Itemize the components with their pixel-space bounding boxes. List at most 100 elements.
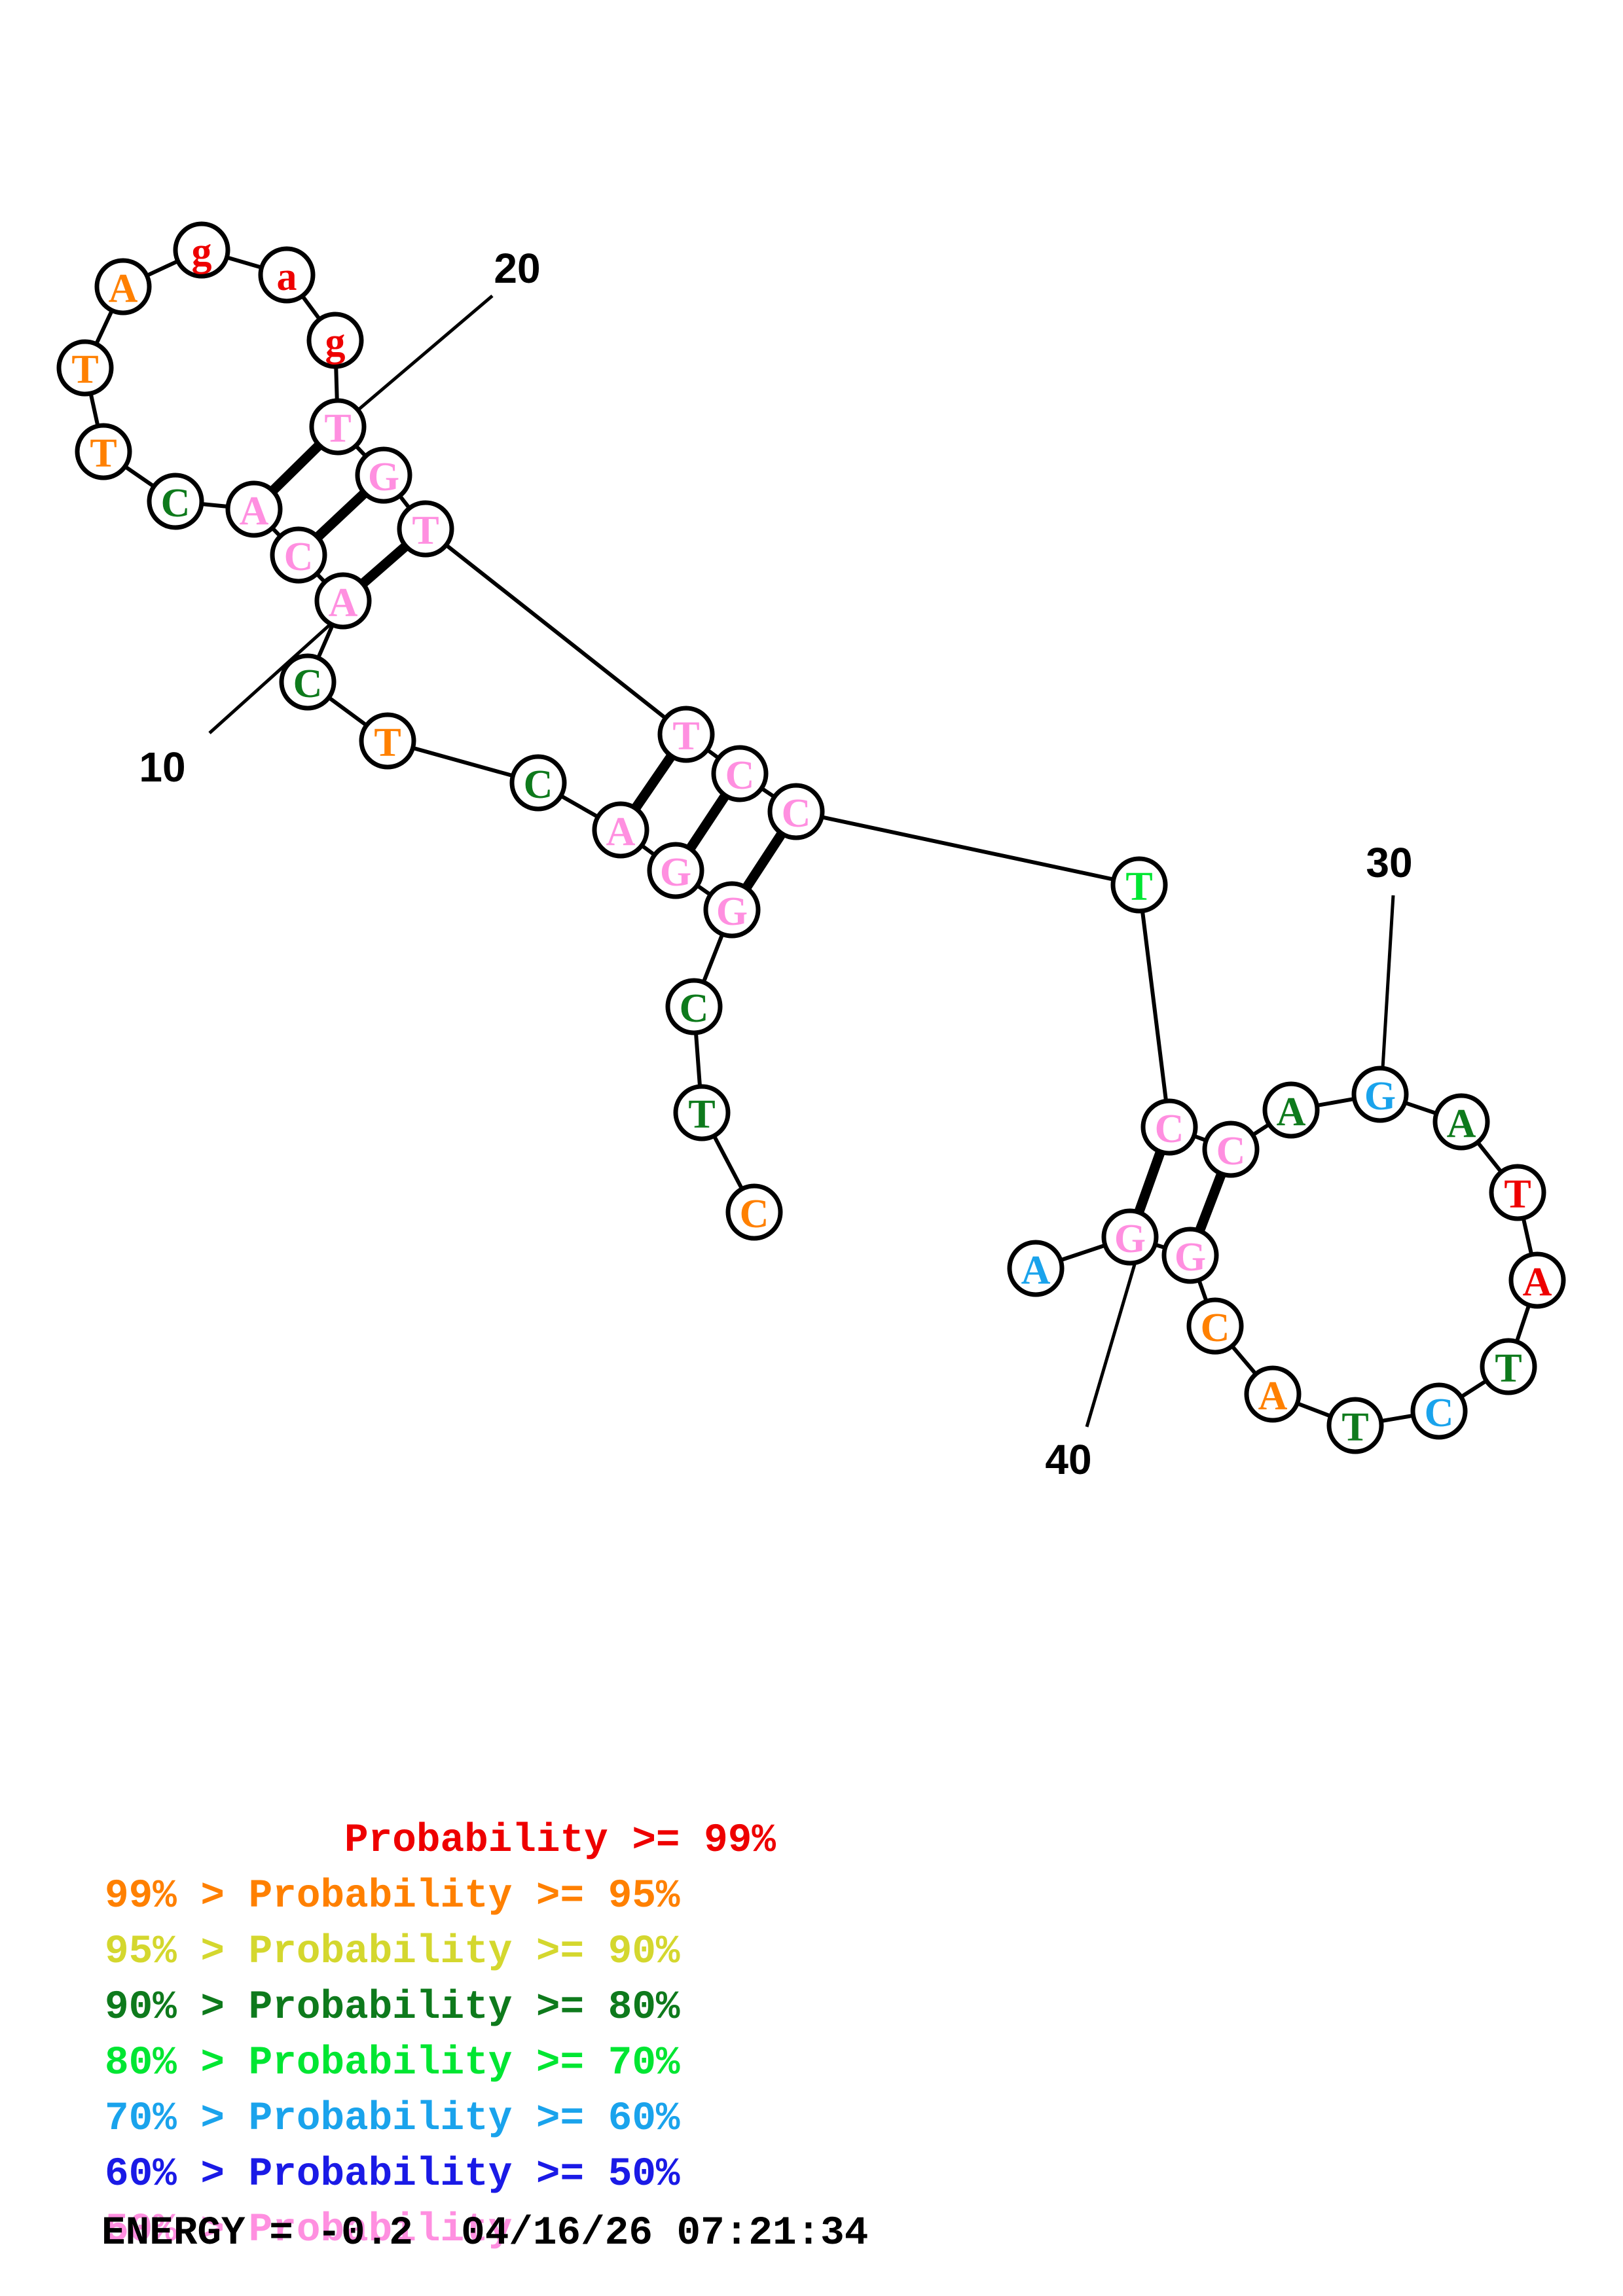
nucleotide-node[interactable]: G (1351, 1066, 1409, 1123)
position-leader-line (208, 614, 342, 734)
nucleotide-node[interactable]: A (1432, 1093, 1490, 1151)
nucleotide-letter: A (240, 489, 269, 533)
legend-row: 95% > Probability >= 90% (105, 1929, 680, 1975)
nucleotide-node[interactable]: T (673, 1084, 731, 1141)
backbone-bond (1404, 1100, 1438, 1116)
backbone-bond (1197, 1279, 1209, 1302)
position-label-layer: 10 20 30 40 (139, 245, 1412, 1483)
nucleotide-node[interactable]: T (657, 706, 715, 763)
nucleotide-letter: T (1125, 865, 1152, 909)
nucleotide-circle (309, 398, 367, 456)
nucleotide-circle (1140, 1098, 1198, 1156)
nucleotide-circle (147, 473, 204, 530)
nucleotide-circle (279, 653, 337, 711)
nucleotide-node[interactable]: C (1186, 1297, 1244, 1355)
nucleotide-circle (270, 526, 327, 584)
backbone-bond (1230, 1344, 1258, 1376)
nucleotide-node[interactable]: C (665, 978, 723, 1035)
position-label: 40 (1045, 1436, 1091, 1483)
nucleotide-letter: C (725, 753, 755, 798)
nucleotide-letter: C (524, 762, 553, 807)
nucleotide-node[interactable]: T (1326, 1397, 1384, 1454)
nucleotide-node[interactable]: C (767, 783, 825, 840)
nucleotide-node[interactable]: G (1161, 1227, 1219, 1284)
backbone-bond (560, 794, 599, 819)
base-pair-bond (358, 541, 410, 588)
nucleotide-letter: A (1258, 1374, 1288, 1418)
nucleotide-letter: T (324, 406, 351, 451)
nucleotide-circle (56, 339, 114, 397)
nucleotide-circle (359, 712, 416, 770)
nucleotide-node[interactable]: C (1202, 1121, 1260, 1178)
nucleotide-node[interactable]: T (75, 423, 132, 480)
base-pair-bond-layer (268, 440, 1227, 1234)
backbone-bond (88, 393, 100, 427)
nucleotide-node[interactable]: C (509, 754, 567, 812)
backbone-bond (327, 696, 368, 727)
nucleotide-node[interactable]: T (1480, 1338, 1537, 1395)
backbone-bond (1059, 1243, 1106, 1263)
backbone-bond (1476, 1141, 1503, 1174)
nucleotide-node[interactable]: C (725, 1183, 783, 1241)
nucleotide-node[interactable]: G (703, 881, 761, 939)
nucleotide-node[interactable]: g (306, 312, 364, 369)
nucleotide-circle (1186, 1297, 1244, 1355)
backbone-bond (1251, 1122, 1271, 1137)
nucleotide-circle (306, 312, 364, 369)
backbone-bond (693, 1032, 702, 1087)
nucleotide-node[interactable]: C (147, 473, 204, 530)
nucleotide-circle (1351, 1066, 1409, 1123)
nucleotide-node[interactable]: A (225, 480, 283, 538)
nucleotide-node[interactable]: a (258, 246, 316, 304)
nucleotide-node[interactable]: A (94, 258, 152, 315)
nucleotide-node[interactable]: C (1410, 1382, 1468, 1440)
backbone-bond (145, 259, 179, 278)
backbone-bond (94, 309, 114, 346)
nucleotide-node[interactable]: A (1262, 1081, 1320, 1139)
nucleotide-node[interactable]: C (270, 526, 327, 584)
backbone-bond (1316, 1096, 1355, 1108)
nucleotide-letter: C (782, 791, 811, 836)
nucleotide-node[interactable]: C (1140, 1098, 1198, 1156)
backbone-bond (301, 295, 321, 321)
nucleotide-node[interactable]: g (173, 221, 230, 279)
backbone-bond (760, 786, 776, 799)
nucleotide-node[interactable]: T (56, 339, 114, 397)
nucleotide-node[interactable]: T (309, 398, 367, 456)
legend-row: 99% > Probability >= 95% (105, 1874, 680, 1919)
backbone-bond (201, 501, 228, 509)
nucleotide-node[interactable]: T (359, 712, 416, 770)
nucleotide-node[interactable]: C (711, 745, 769, 802)
nucleotide-node[interactable]: G (355, 446, 412, 504)
nucleotide-letter: T (374, 721, 401, 765)
backbone-bond (640, 844, 656, 857)
backbone-bond (334, 366, 339, 401)
nucleotide-node[interactable]: T (1110, 856, 1168, 914)
nucleotide-node[interactable]: A (1244, 1365, 1302, 1423)
nucleotide-node[interactable]: G (647, 842, 704, 899)
nucleotide-node[interactable]: G (1101, 1208, 1159, 1266)
nucleotide-node[interactable]: T (397, 500, 454, 558)
nucleotide-node[interactable]: A (1508, 1251, 1566, 1309)
nucleotide-circle (725, 1183, 783, 1241)
base-pair-bond (685, 791, 731, 853)
nucleotide-circle (647, 842, 704, 899)
nucleotide-node[interactable]: A (592, 801, 649, 859)
nucleotide-node[interactable]: A (314, 572, 372, 630)
nucleotide-circle (1508, 1251, 1566, 1309)
nucleotide-letter: G (716, 889, 748, 934)
nucleotide-node[interactable]: C (279, 653, 337, 711)
nucleotide-circle (673, 1084, 731, 1141)
nucleotide-node[interactable]: A (1007, 1240, 1065, 1297)
backbone-bond (354, 444, 367, 458)
nucleotide-letter: G (660, 850, 691, 895)
nucleotide-node[interactable]: T (1489, 1164, 1546, 1221)
backbone-bond (706, 748, 720, 760)
nucleotide-letter: C (1216, 1129, 1246, 1174)
nucleotide-circle (1326, 1397, 1384, 1454)
nucleotide-letter: T (1341, 1405, 1368, 1450)
nucleotide-letter: C (1155, 1107, 1184, 1151)
nucleotide-letter: A (1277, 1090, 1306, 1134)
